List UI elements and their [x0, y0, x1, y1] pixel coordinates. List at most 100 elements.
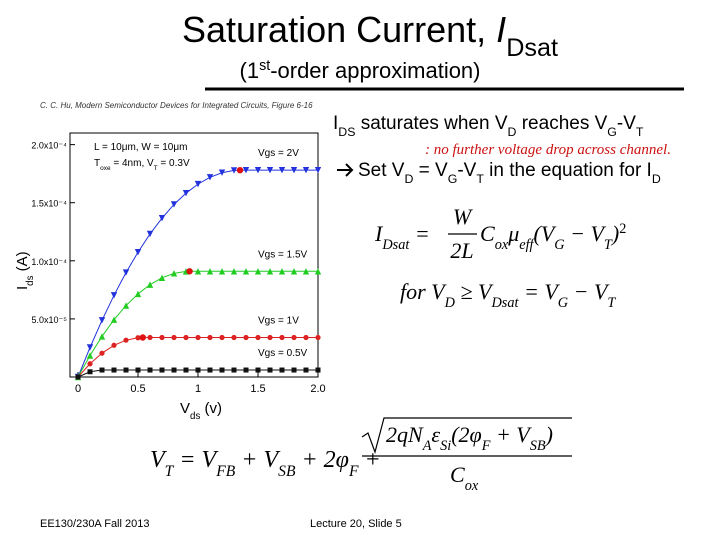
subscript: ds	[190, 411, 200, 422]
x-tick-label: 1.5	[250, 383, 265, 395]
text-run: =	[409, 221, 429, 246]
marker	[87, 361, 93, 367]
text-run: -V	[457, 160, 476, 181]
y-axis-label: Ids (A)	[14, 251, 36, 290]
plot-frame	[69, 132, 319, 378]
marker	[87, 369, 93, 375]
marker	[86, 344, 94, 351]
text-run: -order approximation)	[270, 58, 480, 83]
subscript: D	[508, 125, 517, 139]
text-run: I	[14, 286, 31, 290]
marker	[158, 274, 166, 281]
subscript: Dsat	[381, 237, 410, 253]
text-run: (A)	[14, 251, 31, 275]
subscript: FB	[215, 463, 236, 480]
marker	[303, 334, 309, 341]
text-run: -V	[617, 113, 636, 134]
text-run: 2qN	[386, 422, 424, 447]
curve-label: Vgs = 0.5V	[258, 348, 308, 359]
citation: C. C. Hu, Modern Semiconductor Devices f…	[40, 101, 313, 110]
x-tick-label: 0.5	[130, 383, 145, 395]
subscript: D	[444, 295, 456, 311]
title: Saturation Current, IDsat	[182, 9, 558, 62]
marker	[267, 334, 273, 341]
marker	[122, 269, 130, 276]
marker	[218, 169, 226, 176]
marker	[135, 367, 141, 373]
superscript: st	[259, 58, 270, 74]
subscript: G	[607, 125, 617, 139]
arrow-icon	[337, 163, 354, 177]
handwritten-annotation: : no further voltage drop across channel…	[425, 142, 671, 158]
subscript: ox	[495, 237, 509, 253]
marker	[110, 316, 118, 323]
subscript: G	[448, 172, 458, 186]
y-tick-label: 2.0x10⁻⁴	[31, 141, 67, 151]
subscript: A	[422, 438, 432, 454]
marker	[266, 166, 274, 174]
text-run: reaches V	[516, 113, 607, 134]
marker	[255, 334, 261, 341]
x-tick-label: 2.0	[310, 383, 325, 395]
marker	[303, 367, 309, 373]
marker	[219, 367, 225, 373]
marker	[254, 166, 262, 174]
marker	[243, 334, 249, 341]
text-run: Set V	[358, 160, 405, 181]
marker	[231, 367, 237, 373]
marker	[279, 367, 285, 373]
marker	[291, 367, 297, 373]
marker	[171, 334, 177, 341]
marker	[159, 334, 165, 341]
marker	[206, 174, 214, 181]
text-run: )	[544, 422, 553, 447]
marker	[147, 334, 153, 341]
title-text: Saturation Current,	[182, 9, 496, 50]
marker	[207, 334, 213, 341]
subscript: D	[404, 172, 413, 186]
equation: VT = VFB + VSB + 2φF +	[150, 447, 381, 480]
text-run: C	[480, 221, 495, 246]
marker	[183, 334, 189, 341]
subscript: F	[348, 463, 359, 480]
vdsat-point	[139, 334, 146, 341]
text-run: in the equation for I	[484, 160, 652, 181]
marker	[183, 367, 189, 373]
marker	[170, 201, 178, 208]
marker	[158, 214, 166, 222]
subscript: ox	[465, 478, 479, 494]
marker	[267, 367, 273, 373]
x-axis-label: Vds (v)	[180, 400, 222, 422]
text-run: − V	[568, 279, 610, 304]
marker	[194, 180, 202, 188]
chart: 0 0.5 1 1.5 2.0 5.0x10⁻⁵ 1.0x10⁻⁴ 1.5x10⁻⁴ 2.0x1…	[14, 132, 326, 422]
marker	[207, 367, 213, 373]
marker	[123, 367, 129, 373]
subscript: T	[476, 172, 484, 186]
marker	[243, 367, 249, 373]
text-run: L = 10μm, W = 10μm	[94, 142, 187, 153]
marker	[302, 166, 310, 174]
text-run: +	[358, 447, 380, 473]
marker	[110, 292, 118, 299]
marker	[278, 166, 286, 174]
marker	[291, 334, 297, 341]
vdsat-point	[186, 268, 193, 275]
marker	[99, 350, 105, 356]
marker	[195, 334, 201, 341]
bullet: IDS saturates when VD reaches VG-VT	[333, 113, 644, 139]
text-run: μ	[507, 221, 519, 246]
info-line: L = 10μm, W = 10μm	[94, 142, 187, 153]
text-run: I	[333, 113, 338, 134]
footer-left: EE130/230A Fall 2013	[40, 518, 149, 530]
marker	[279, 334, 285, 341]
subscript: DS	[338, 125, 355, 139]
marker	[242, 166, 250, 174]
subscript: Dsat	[490, 295, 519, 311]
marker	[123, 337, 129, 343]
superscript: 2	[619, 221, 626, 237]
marker	[230, 268, 238, 275]
radical-sign	[361, 417, 572, 454]
subscript: G	[558, 295, 569, 311]
